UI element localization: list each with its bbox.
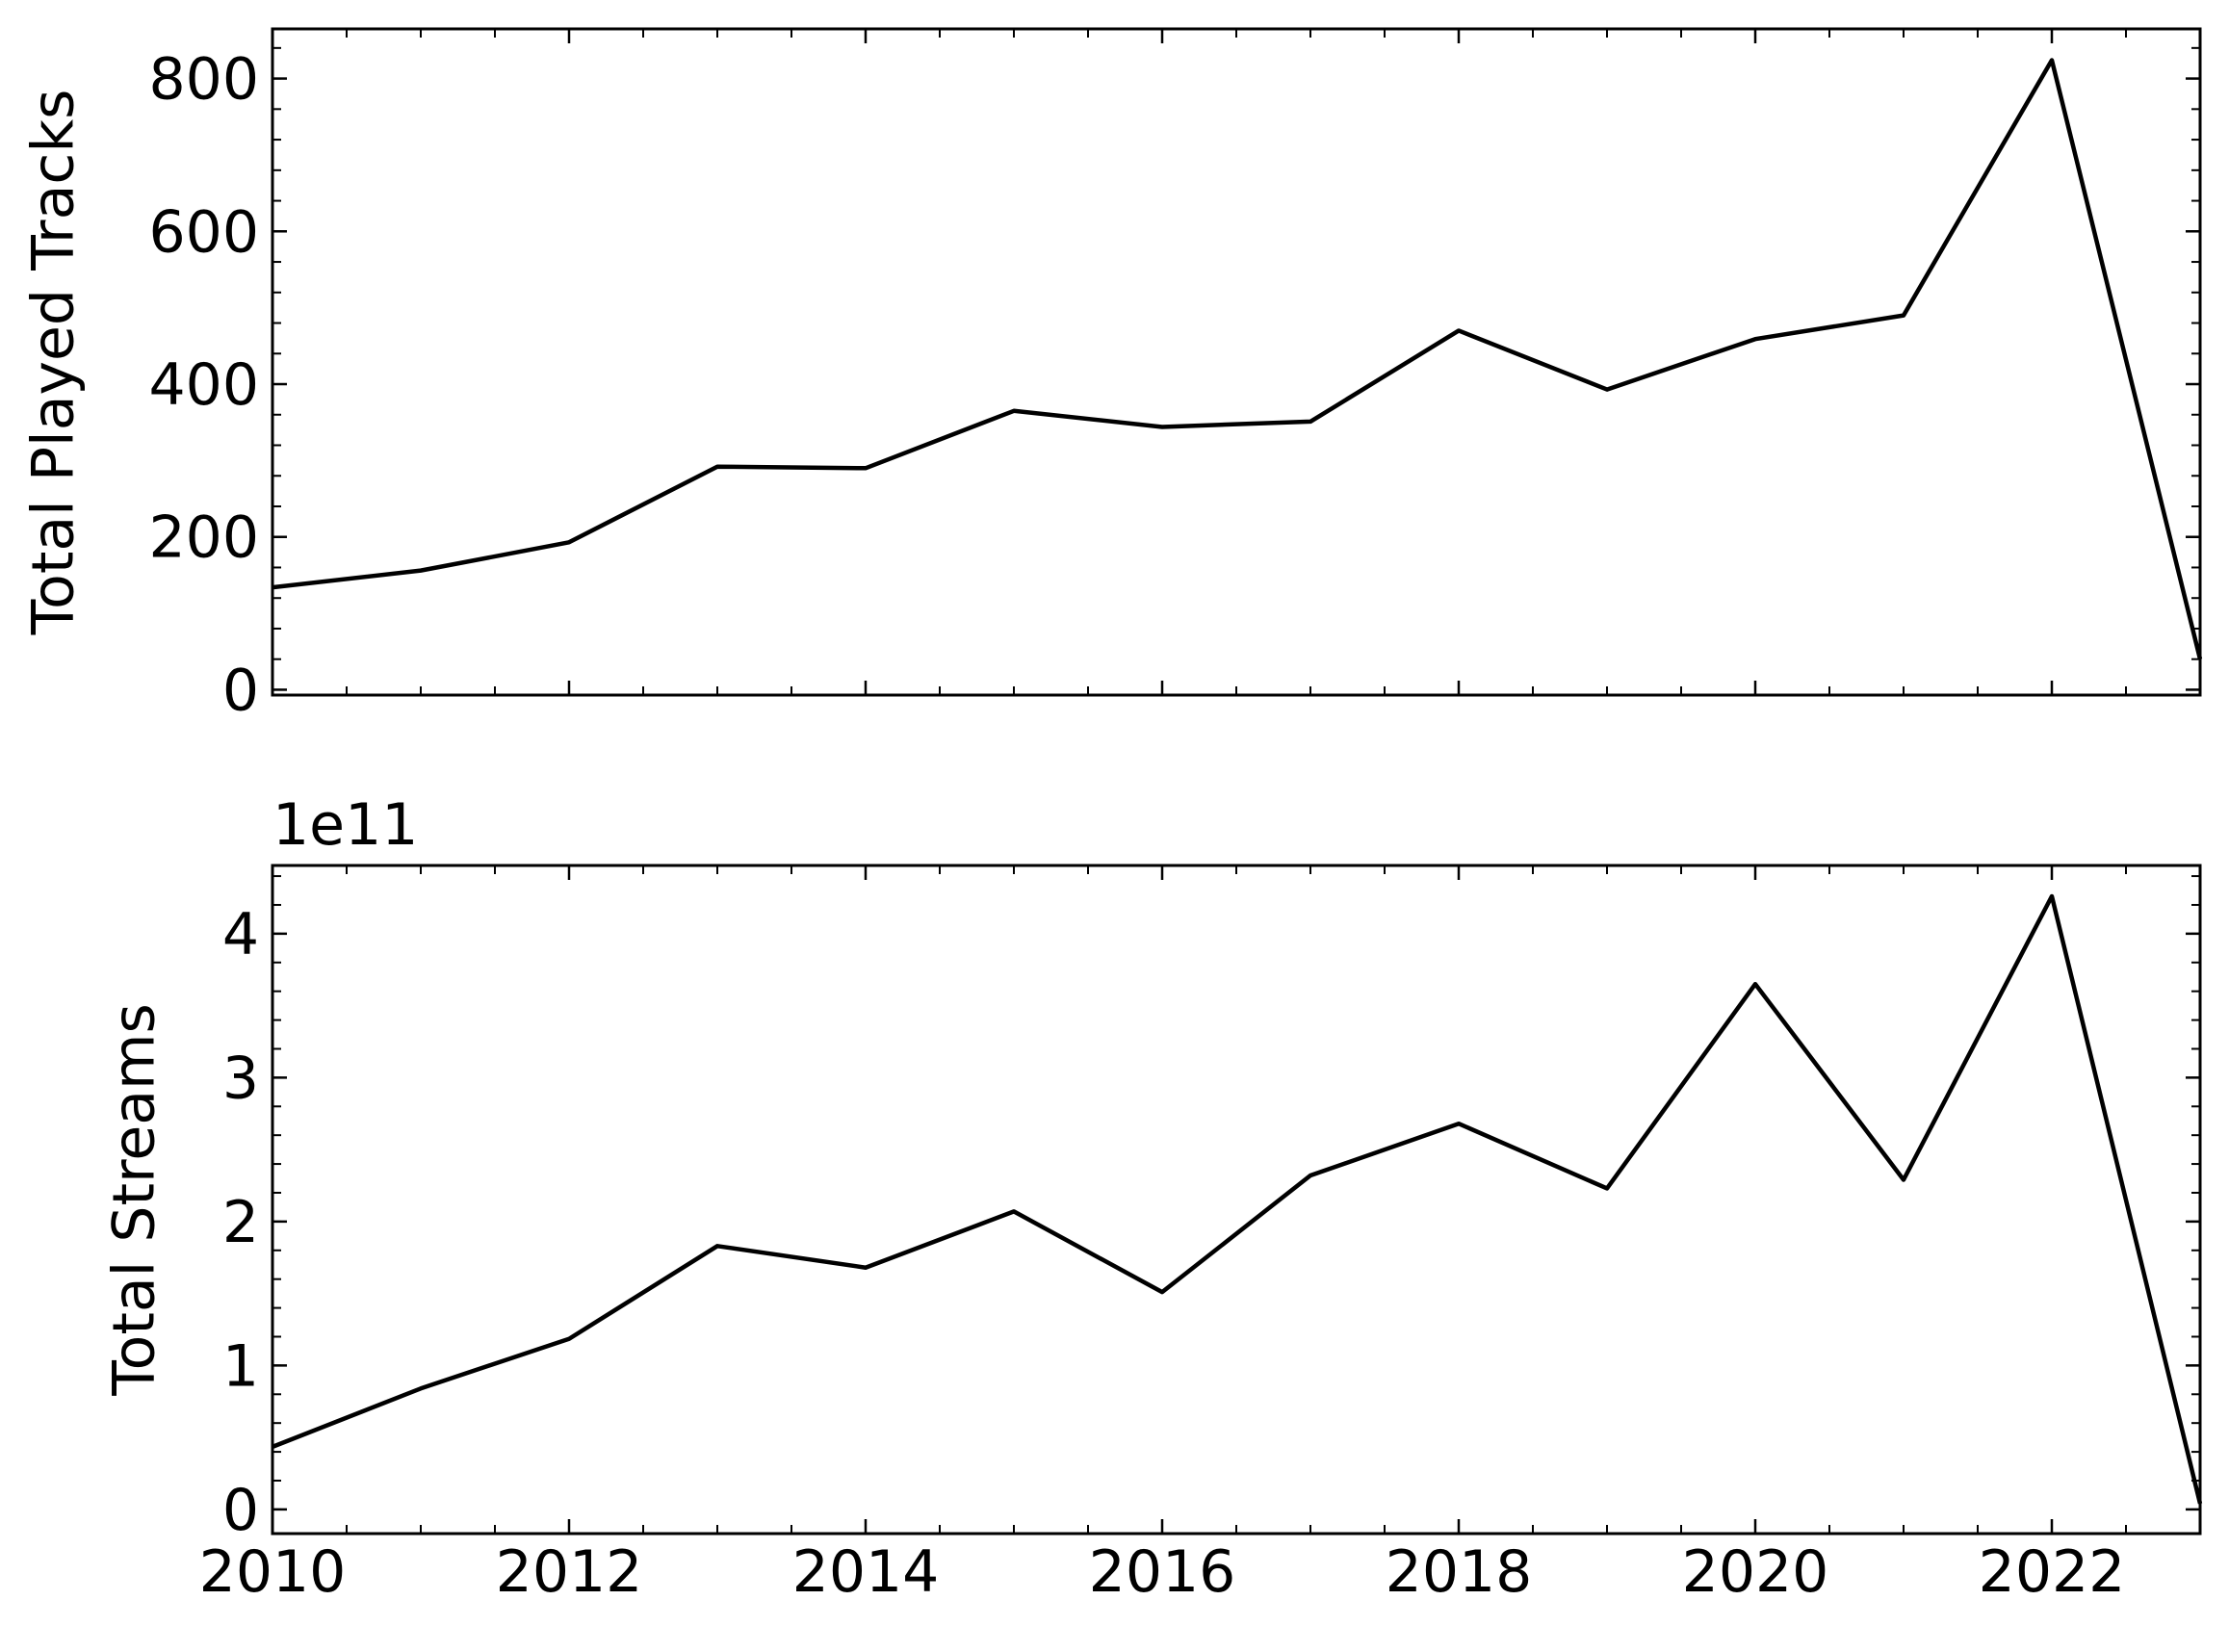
y-tick-label: 0 bbox=[222, 1477, 259, 1544]
x-tick-label: 2022 bbox=[1979, 1538, 2126, 1606]
y-tick-label: 4 bbox=[222, 901, 259, 968]
x-tick-label: 2012 bbox=[496, 1538, 643, 1606]
x-tick-label: 2014 bbox=[792, 1538, 940, 1606]
data-line bbox=[272, 58, 2203, 660]
x-tick-label: 2018 bbox=[1386, 1538, 1533, 1606]
y-axis-label: Total Played Tracks bbox=[20, 90, 88, 636]
axes-frame bbox=[271, 27, 2202, 697]
axes-frame bbox=[271, 864, 2202, 1536]
y-tick-label: 600 bbox=[148, 198, 259, 266]
y-tick-label: 200 bbox=[148, 504, 259, 572]
x-tick-label: 2010 bbox=[199, 1538, 347, 1606]
x-tick-label: 2016 bbox=[1089, 1538, 1236, 1606]
offset-label: 1e11 bbox=[272, 791, 418, 859]
y-axis-label: Total Streams bbox=[101, 1003, 168, 1397]
y-tick-label: 800 bbox=[148, 46, 259, 114]
y-tick-label: 3 bbox=[222, 1045, 259, 1112]
y-tick-label: 400 bbox=[148, 351, 259, 419]
data-line bbox=[272, 893, 2203, 1505]
x-tick-label: 2020 bbox=[1682, 1538, 1829, 1606]
y-tick-label: 1 bbox=[222, 1332, 259, 1400]
y-tick-label: 2 bbox=[222, 1189, 259, 1256]
y-tick-label: 0 bbox=[222, 657, 259, 724]
